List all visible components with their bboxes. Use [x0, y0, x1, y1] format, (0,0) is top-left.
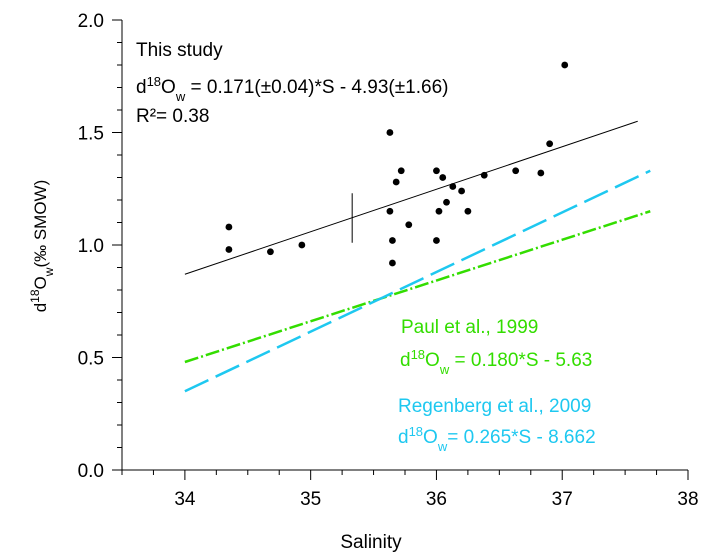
- y-tick-label: 1.5: [78, 124, 104, 145]
- study-equation: d18Ow = 0.171(±0.04)*S - 4.93(±1.66): [136, 74, 448, 104]
- data-point: [537, 169, 545, 177]
- paul-equation: d18Ow = 0.180*S - 5.63: [400, 347, 592, 377]
- data-point: [449, 183, 457, 190]
- data-points: [225, 61, 569, 267]
- data-point: [480, 171, 488, 179]
- x-tick-label: 36: [426, 489, 447, 510]
- data-point: [433, 237, 440, 244]
- data-point: [225, 223, 233, 231]
- regenberg-2009-line: [184, 169, 651, 393]
- regenberg-annotation: Regenberg et al., 2009 d18Ow= 0.265*S - …: [398, 396, 596, 454]
- x-tick-labels: 34 35 36 37 38: [174, 489, 698, 510]
- x-tick-label: 34: [174, 489, 196, 510]
- data-point: [267, 248, 274, 256]
- data-point: [225, 246, 233, 253]
- data-point: [512, 167, 520, 175]
- data-point: [405, 221, 413, 229]
- paul-title: Paul et al., 1999: [401, 317, 538, 338]
- regression-lines: [184, 120, 651, 393]
- y-axis-label: d18Ow(‰ SMOW): [28, 180, 56, 313]
- data-point: [397, 167, 405, 175]
- this-study-line: [184, 120, 638, 275]
- data-point: [386, 129, 394, 136]
- y-tick-label: 0.0: [78, 461, 104, 482]
- paul-1999-line: [184, 210, 651, 364]
- study-title: This study: [136, 40, 223, 61]
- data-point: [389, 259, 396, 267]
- y-tick-label: 2.0: [78, 11, 104, 32]
- data-point: [386, 207, 394, 215]
- data-point: [546, 140, 554, 148]
- data-point: [392, 178, 400, 186]
- data-point: [435, 207, 443, 215]
- data-point: [458, 187, 465, 195]
- data-point: [298, 241, 306, 249]
- x-tick-label: 37: [552, 489, 573, 510]
- y-tick-label: 0.5: [78, 349, 104, 370]
- data-point: [464, 207, 472, 215]
- data-point: [443, 198, 450, 206]
- x-tick-label: 38: [677, 489, 698, 510]
- data-point: [389, 237, 396, 244]
- y-tick-label: 1.0: [78, 236, 104, 257]
- study-r2: R²= 0.38: [136, 106, 209, 127]
- study-annotation: This study d18Ow = 0.171(±0.04)*S - 4.93…: [136, 40, 448, 127]
- data-point: [433, 167, 440, 175]
- regenberg-title: Regenberg et al., 2009: [398, 396, 591, 417]
- regenberg-equation: d18Ow= 0.265*S - 8.662: [398, 424, 596, 454]
- data-point: [439, 174, 447, 181]
- x-axis-label: Salinity: [340, 532, 402, 552]
- x-tick-label: 35: [300, 489, 321, 510]
- axes: [112, 19, 689, 480]
- y-tick-labels: 0.0 0.5 1.0 1.5 2.0: [78, 11, 104, 482]
- data-point: [561, 61, 569, 69]
- paul-annotation: Paul et al., 1999 d18Ow = 0.180*S - 5.63: [400, 317, 592, 377]
